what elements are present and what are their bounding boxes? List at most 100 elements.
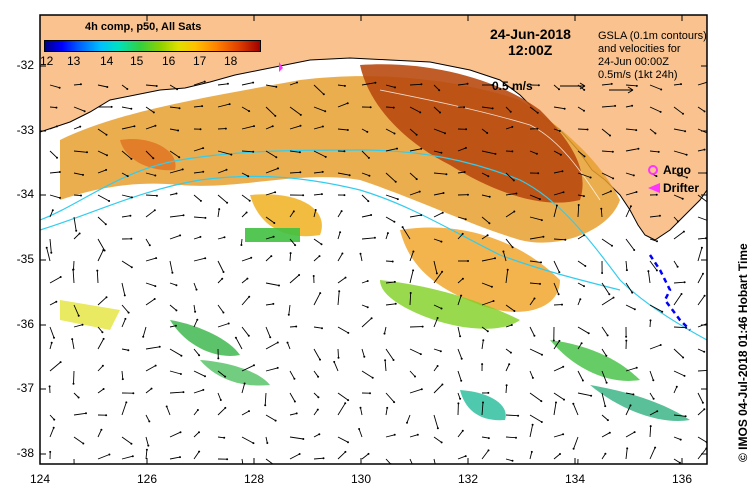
velocity-arrowhead <box>252 81 255 84</box>
velocity-arrow <box>193 105 203 108</box>
velocity-arrowhead <box>295 412 298 415</box>
velocity-arrowhead <box>420 147 423 150</box>
velocity-arrow <box>265 367 278 372</box>
velocity-arrowhead <box>439 111 441 114</box>
velocity-arrowhead <box>245 211 248 214</box>
velocity-arrow <box>361 82 376 86</box>
velocity-arrow <box>97 238 105 251</box>
velocity-arrowhead <box>655 269 658 272</box>
y-tick-label: -36 <box>16 317 34 331</box>
velocity-arrowhead <box>418 190 421 193</box>
velocity-arrow <box>481 450 489 460</box>
velocity-arrow <box>289 326 297 328</box>
y-tick-label: -38 <box>16 446 34 460</box>
velocity-arrowhead <box>55 125 58 128</box>
velocity-arrow <box>121 150 132 160</box>
velocity-arrow <box>553 84 560 90</box>
velocity-arrow <box>625 304 635 310</box>
velocity-arrow <box>601 348 607 356</box>
velocity-arrowhead <box>50 251 53 254</box>
velocity-arrowhead <box>295 325 298 328</box>
velocity-arrow <box>673 293 682 306</box>
velocity-arrow <box>241 125 255 130</box>
velocity-arrow <box>529 298 535 306</box>
velocity-arrowhead <box>654 132 657 135</box>
velocity-arrow <box>313 370 319 377</box>
velocity-arrowhead <box>126 175 129 178</box>
velocity-arrowhead <box>294 244 297 247</box>
velocity-arrowhead <box>338 290 341 293</box>
velocity-arrowhead <box>275 85 278 88</box>
velocity-arrowhead <box>555 204 558 207</box>
velocity-arrow <box>337 392 349 401</box>
velocity-arrow <box>73 126 81 130</box>
velocity-arrow <box>457 348 463 359</box>
velocity-arrow <box>313 348 321 360</box>
velocity-arrowhead <box>393 280 396 283</box>
velocity-arrow <box>169 214 184 218</box>
velocity-arrowhead <box>457 402 460 405</box>
velocity-arrowhead <box>56 156 58 159</box>
velocity-arrow <box>529 282 541 285</box>
velocity-arrowhead <box>150 387 153 390</box>
velocity-arrow <box>193 431 200 438</box>
velocity-arrowhead <box>494 257 496 260</box>
velocity-arrow <box>265 255 272 262</box>
velocity-arrowhead <box>202 170 205 173</box>
velocity-arrow <box>649 304 663 313</box>
velocity-arrowhead <box>130 266 133 269</box>
velocity-arrow <box>697 216 707 221</box>
velocity-arrow <box>697 295 705 306</box>
velocity-arrowhead <box>533 297 536 300</box>
velocity-arrowhead <box>557 293 560 296</box>
velocity-arrow <box>241 257 252 262</box>
velocity-arrowhead <box>635 84 638 87</box>
velocity-arrow <box>433 317 439 328</box>
velocity-arrowhead <box>346 102 349 105</box>
y-tick-label: -35 <box>16 252 34 266</box>
velocity-arrow <box>601 326 608 336</box>
velocity-arrowhead <box>682 112 684 115</box>
velocity-arrow <box>121 318 126 328</box>
velocity-arrowhead <box>538 198 541 201</box>
velocity-arrow <box>337 172 350 176</box>
velocity-arrowhead <box>506 268 509 271</box>
velocity-arrowhead <box>142 335 145 338</box>
velocity-arrow <box>73 106 85 112</box>
velocity-arrow <box>697 128 707 134</box>
velocity-arrowhead <box>677 220 680 223</box>
velocity-arrowhead <box>248 410 250 413</box>
velocity-arrowhead <box>415 178 418 181</box>
velocity-arrowhead <box>542 235 545 238</box>
velocity-arrow <box>502 251 507 262</box>
velocity-arrow <box>265 191 276 196</box>
velocity-arrow <box>361 453 369 460</box>
velocity-arrowhead <box>322 457 325 460</box>
velocity-arrow <box>193 319 198 328</box>
velocity-arrow <box>625 448 628 460</box>
velocity-arrowhead <box>219 399 222 401</box>
velocity-arrow <box>289 211 295 218</box>
velocity-arrow <box>601 370 608 383</box>
drifter-track <box>648 254 691 331</box>
velocity-arrow <box>313 255 320 262</box>
velocity-arrow <box>121 84 128 90</box>
velocity-arrowhead <box>272 235 275 238</box>
velocity-arrowhead <box>440 307 443 310</box>
velocity-arrowhead <box>105 168 108 171</box>
velocity-arrowhead <box>225 168 228 171</box>
velocity-arrowhead <box>293 377 296 380</box>
velocity-arrowhead <box>632 174 635 177</box>
velocity-arrowhead <box>583 155 586 158</box>
velocity-arrow <box>361 348 365 357</box>
velocity-arrowhead <box>535 152 538 155</box>
velocity-arrowhead <box>317 396 320 399</box>
velocity-arrowhead <box>154 364 157 367</box>
copyright-label: © IMOS 04-Jul-2018 01:46 Hobart Time <box>736 243 749 462</box>
velocity-arrow <box>409 251 414 262</box>
velocity-arrow <box>265 436 268 444</box>
velocity-arrow <box>145 436 149 446</box>
velocity-arrowhead <box>631 104 634 107</box>
velocity-arrow <box>217 278 223 284</box>
velocity-arrow <box>169 370 182 375</box>
